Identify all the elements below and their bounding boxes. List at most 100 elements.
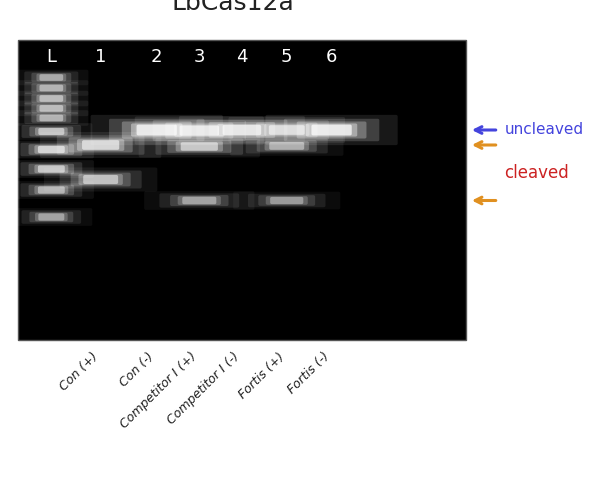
FancyBboxPatch shape	[170, 195, 228, 206]
FancyBboxPatch shape	[24, 92, 78, 104]
FancyBboxPatch shape	[21, 210, 81, 224]
FancyBboxPatch shape	[14, 70, 88, 86]
FancyBboxPatch shape	[40, 132, 161, 158]
FancyBboxPatch shape	[181, 142, 218, 150]
FancyBboxPatch shape	[256, 122, 317, 138]
Text: 5: 5	[281, 48, 293, 66]
Text: uncleaved: uncleaved	[504, 122, 584, 138]
FancyBboxPatch shape	[34, 146, 68, 154]
FancyBboxPatch shape	[159, 194, 239, 207]
FancyBboxPatch shape	[14, 110, 88, 126]
FancyBboxPatch shape	[38, 214, 64, 220]
FancyBboxPatch shape	[77, 139, 124, 151]
FancyBboxPatch shape	[230, 136, 343, 156]
FancyBboxPatch shape	[30, 126, 73, 136]
FancyBboxPatch shape	[135, 116, 264, 144]
FancyBboxPatch shape	[131, 124, 182, 136]
FancyBboxPatch shape	[153, 120, 246, 141]
FancyBboxPatch shape	[38, 146, 65, 153]
FancyBboxPatch shape	[258, 195, 315, 206]
FancyBboxPatch shape	[37, 94, 66, 102]
FancyBboxPatch shape	[266, 115, 398, 145]
FancyBboxPatch shape	[14, 80, 88, 96]
FancyBboxPatch shape	[156, 138, 243, 154]
Text: 3: 3	[194, 48, 205, 66]
FancyBboxPatch shape	[24, 102, 78, 115]
FancyBboxPatch shape	[136, 124, 177, 136]
FancyBboxPatch shape	[168, 140, 231, 153]
FancyBboxPatch shape	[266, 196, 308, 204]
FancyBboxPatch shape	[40, 105, 63, 112]
FancyBboxPatch shape	[178, 196, 221, 205]
Text: LbCas12a: LbCas12a	[172, 0, 294, 15]
FancyBboxPatch shape	[37, 104, 66, 112]
FancyBboxPatch shape	[269, 142, 304, 150]
FancyBboxPatch shape	[31, 94, 71, 103]
FancyBboxPatch shape	[24, 72, 78, 84]
FancyBboxPatch shape	[40, 114, 63, 121]
Text: 6: 6	[326, 48, 337, 66]
FancyBboxPatch shape	[38, 166, 65, 172]
FancyBboxPatch shape	[179, 126, 219, 136]
FancyBboxPatch shape	[40, 84, 63, 91]
Text: 1: 1	[95, 48, 106, 66]
FancyBboxPatch shape	[34, 186, 68, 194]
Text: Con (+): Con (+)	[57, 350, 101, 394]
FancyBboxPatch shape	[182, 196, 217, 204]
FancyBboxPatch shape	[248, 194, 326, 207]
FancyBboxPatch shape	[83, 175, 118, 184]
Text: Competitor I (+): Competitor I (+)	[118, 350, 199, 432]
FancyBboxPatch shape	[10, 123, 92, 140]
FancyBboxPatch shape	[28, 144, 74, 155]
Text: Competitor I (-): Competitor I (-)	[165, 350, 242, 427]
FancyBboxPatch shape	[9, 181, 94, 199]
FancyBboxPatch shape	[109, 118, 205, 141]
FancyBboxPatch shape	[38, 186, 65, 194]
Text: Fortis (-): Fortis (-)	[285, 350, 332, 397]
FancyBboxPatch shape	[21, 183, 82, 196]
FancyBboxPatch shape	[24, 82, 78, 94]
FancyBboxPatch shape	[14, 100, 88, 116]
FancyBboxPatch shape	[31, 104, 71, 113]
FancyBboxPatch shape	[306, 124, 358, 136]
FancyBboxPatch shape	[297, 122, 366, 138]
Text: 2: 2	[151, 48, 162, 66]
FancyBboxPatch shape	[284, 118, 379, 141]
FancyBboxPatch shape	[37, 114, 66, 122]
Text: 4: 4	[236, 48, 248, 66]
FancyBboxPatch shape	[144, 191, 254, 210]
FancyBboxPatch shape	[264, 142, 309, 150]
FancyBboxPatch shape	[21, 142, 82, 156]
FancyBboxPatch shape	[37, 84, 66, 92]
FancyBboxPatch shape	[91, 115, 223, 145]
FancyBboxPatch shape	[165, 122, 234, 138]
FancyBboxPatch shape	[78, 174, 123, 185]
FancyBboxPatch shape	[176, 142, 223, 152]
FancyBboxPatch shape	[35, 128, 68, 136]
FancyBboxPatch shape	[270, 197, 303, 204]
FancyBboxPatch shape	[24, 112, 78, 124]
FancyBboxPatch shape	[21, 125, 81, 138]
FancyBboxPatch shape	[40, 95, 63, 102]
FancyBboxPatch shape	[40, 74, 63, 81]
FancyBboxPatch shape	[68, 138, 133, 152]
FancyBboxPatch shape	[44, 168, 158, 192]
FancyBboxPatch shape	[174, 124, 224, 137]
FancyBboxPatch shape	[38, 128, 64, 135]
FancyBboxPatch shape	[245, 138, 328, 154]
Bar	[18, 40, 466, 340]
FancyBboxPatch shape	[139, 136, 260, 158]
FancyBboxPatch shape	[60, 170, 142, 188]
FancyBboxPatch shape	[196, 120, 287, 141]
Text: cleaved: cleaved	[504, 164, 569, 182]
FancyBboxPatch shape	[9, 160, 94, 178]
FancyBboxPatch shape	[37, 74, 66, 82]
FancyBboxPatch shape	[35, 213, 68, 221]
FancyBboxPatch shape	[222, 125, 261, 135]
FancyBboxPatch shape	[312, 124, 352, 136]
FancyBboxPatch shape	[228, 117, 345, 143]
FancyBboxPatch shape	[71, 172, 130, 186]
FancyBboxPatch shape	[57, 135, 145, 155]
FancyBboxPatch shape	[179, 116, 305, 144]
FancyBboxPatch shape	[82, 140, 119, 150]
